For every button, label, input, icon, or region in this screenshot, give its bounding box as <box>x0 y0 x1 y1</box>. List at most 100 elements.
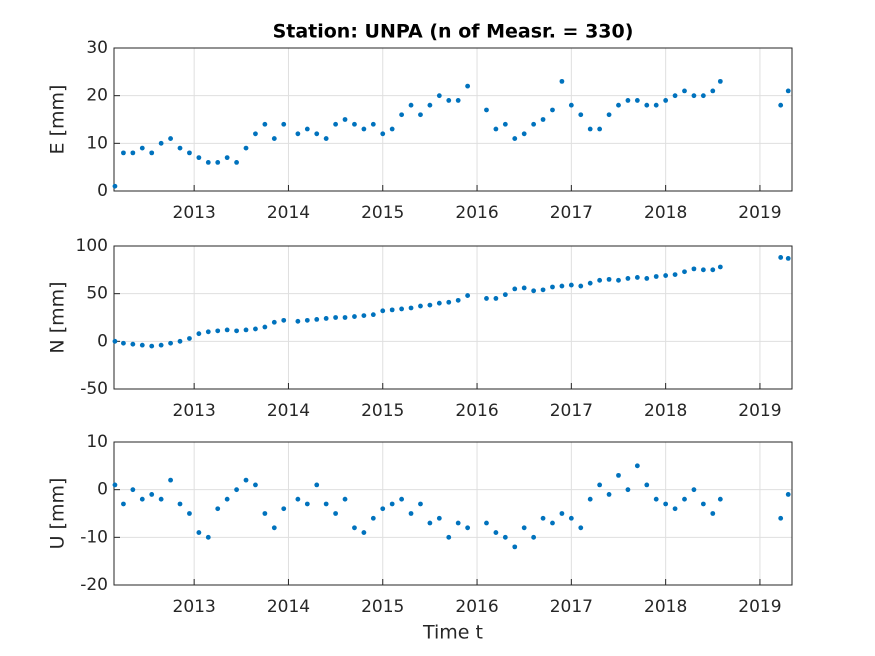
point <box>281 121 287 127</box>
point <box>436 93 442 99</box>
point <box>408 305 414 311</box>
y-tick-label: 0 <box>97 331 108 351</box>
point <box>121 150 126 156</box>
point <box>502 121 508 127</box>
x-tick-label: 2019 <box>738 597 781 617</box>
point <box>653 274 659 279</box>
point <box>333 511 338 516</box>
point <box>361 126 367 132</box>
x-tick-label: 2017 <box>550 401 593 421</box>
point <box>446 534 452 540</box>
x-tick-label: 2017 <box>550 203 593 223</box>
x-tick-label: 2018 <box>644 597 687 617</box>
point <box>521 285 527 291</box>
point <box>112 482 118 488</box>
point <box>691 266 697 272</box>
point <box>304 126 310 132</box>
point <box>224 327 230 333</box>
point <box>672 93 678 99</box>
y-tick-label: 30 <box>86 38 108 58</box>
point <box>717 264 723 270</box>
point <box>418 303 423 309</box>
point <box>177 501 183 507</box>
point <box>352 121 357 127</box>
point <box>314 482 320 488</box>
point <box>389 501 395 507</box>
point <box>149 492 155 497</box>
point <box>380 308 386 314</box>
point <box>262 121 268 127</box>
point <box>634 98 640 103</box>
point <box>644 102 650 108</box>
y-tick-label: -10 <box>80 527 108 547</box>
x-tick-label: 2018 <box>644 401 687 421</box>
point <box>672 272 678 277</box>
x-tick-label: 2013 <box>173 401 216 421</box>
point <box>130 341 136 347</box>
point <box>234 487 239 493</box>
x-tick-label: 2013 <box>173 597 216 617</box>
point <box>243 477 249 483</box>
point <box>130 150 136 156</box>
y-tick-label: 0 <box>97 181 108 201</box>
point <box>521 525 527 531</box>
point <box>778 255 784 260</box>
point <box>380 506 386 512</box>
point <box>455 520 461 526</box>
point <box>663 98 669 103</box>
point <box>625 98 631 103</box>
x-tick-label: 2019 <box>738 203 781 223</box>
plot-area <box>114 48 792 191</box>
point <box>121 501 126 507</box>
point <box>682 269 687 275</box>
point <box>295 131 301 137</box>
point <box>234 160 239 165</box>
point <box>493 296 499 301</box>
point <box>352 314 357 319</box>
point <box>234 328 239 334</box>
point <box>540 117 546 122</box>
point <box>408 511 414 516</box>
point <box>653 102 659 108</box>
point <box>361 313 367 318</box>
point <box>253 482 258 488</box>
point <box>502 534 508 540</box>
point <box>304 317 310 323</box>
point <box>540 515 546 521</box>
point <box>418 501 423 507</box>
point <box>653 496 659 502</box>
point <box>568 282 574 288</box>
point <box>196 331 202 337</box>
point <box>380 131 386 137</box>
y-tick-label: -20 <box>80 575 108 595</box>
point <box>700 267 706 273</box>
point <box>399 112 405 118</box>
point <box>785 88 791 94</box>
point <box>333 121 338 127</box>
point <box>644 276 650 281</box>
point <box>493 530 499 535</box>
y-tick-label: 50 <box>86 284 108 304</box>
point <box>493 126 499 132</box>
point <box>205 534 211 540</box>
plot-area <box>114 442 792 585</box>
point <box>455 98 461 103</box>
point <box>323 501 329 507</box>
point <box>531 288 537 294</box>
axes-box <box>113 47 793 192</box>
x-tick-label: 2015 <box>361 401 404 421</box>
point <box>149 150 155 156</box>
point <box>512 544 518 550</box>
point <box>531 121 537 127</box>
point <box>271 319 277 325</box>
point <box>158 140 164 146</box>
y-tick-label: 10 <box>86 133 108 153</box>
point <box>342 315 348 320</box>
point <box>253 131 258 137</box>
point <box>342 496 348 502</box>
point <box>625 276 631 281</box>
point <box>370 515 376 521</box>
point <box>323 316 329 321</box>
point <box>550 284 555 290</box>
point <box>465 525 471 531</box>
